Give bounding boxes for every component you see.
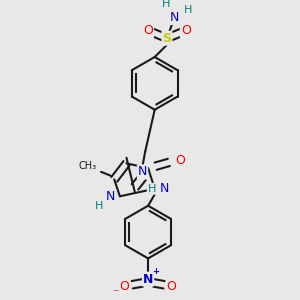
Text: O: O: [181, 24, 191, 37]
Text: O: O: [120, 280, 130, 293]
Text: N: N: [143, 273, 153, 286]
Text: O: O: [175, 154, 185, 167]
Text: CH₃: CH₃: [79, 161, 97, 171]
Text: H: H: [184, 5, 192, 15]
Text: H: H: [162, 0, 170, 9]
Text: S: S: [162, 32, 171, 45]
Text: N: N: [106, 190, 115, 203]
Text: +: +: [152, 267, 159, 276]
Text: O: O: [167, 280, 177, 293]
Text: N: N: [138, 165, 147, 178]
Text: O: O: [143, 24, 153, 37]
Text: N: N: [159, 182, 169, 195]
Text: H: H: [148, 184, 156, 194]
Text: N: N: [170, 11, 179, 24]
Text: H: H: [95, 201, 103, 211]
Text: ⁻: ⁻: [112, 288, 119, 300]
